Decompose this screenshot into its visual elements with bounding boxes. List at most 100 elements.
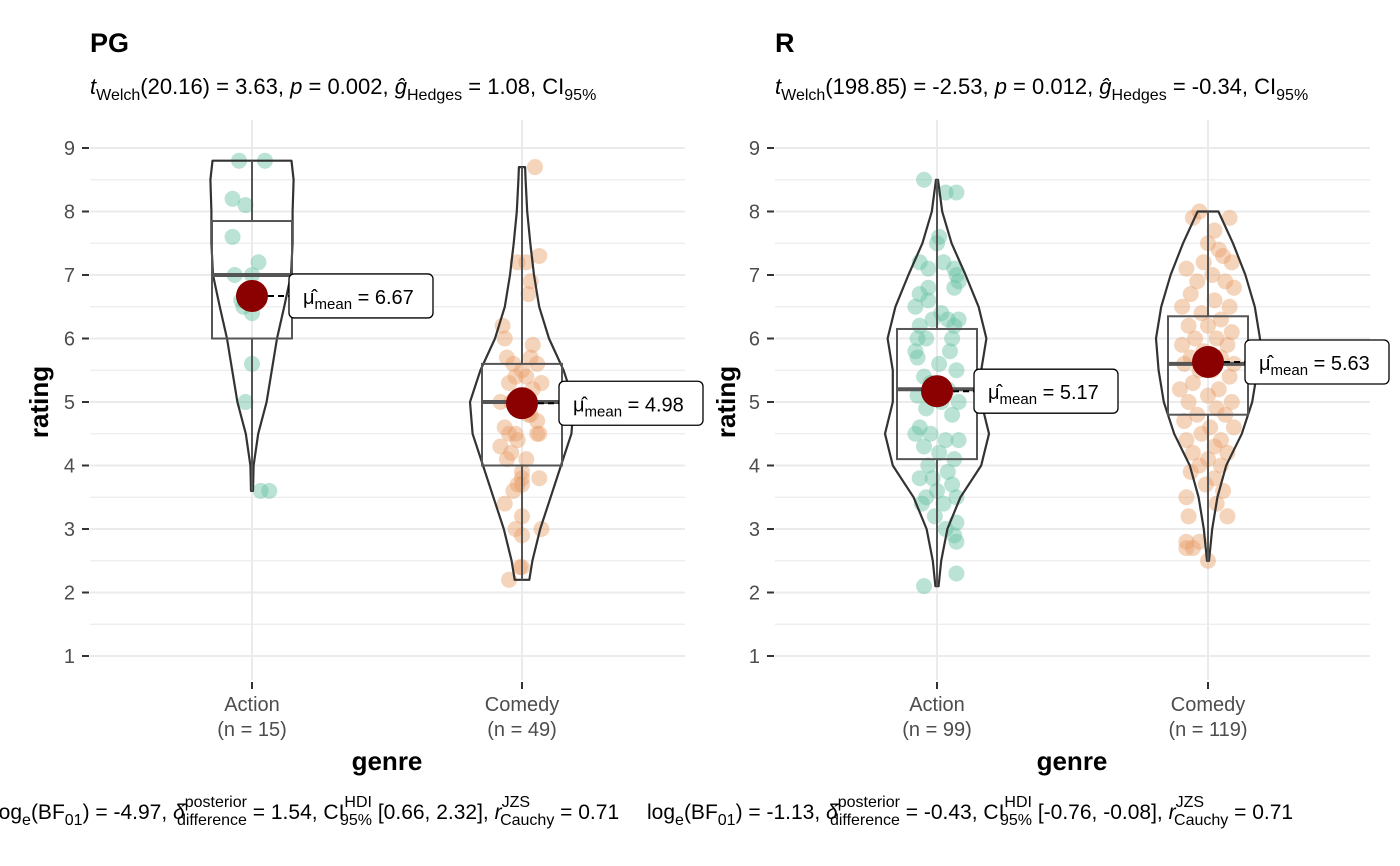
caption-r: loge(BF01) = -1.13, δ̂posterior differenc… — [647, 794, 1293, 829]
y-tick-label: 8 — [749, 202, 760, 224]
panel-subtitle: tWelch(20.16) = 3.63, p = 0.002, ĝHedges… — [90, 74, 596, 104]
data-point — [931, 444, 948, 461]
data-point — [1171, 381, 1188, 398]
violin-outline — [209, 159, 295, 492]
data-point — [1184, 540, 1201, 557]
data-point — [916, 438, 933, 455]
data-point — [937, 184, 954, 201]
data-point — [505, 482, 522, 499]
data-point — [524, 336, 541, 353]
data-point — [1193, 425, 1210, 442]
data-point — [950, 311, 967, 328]
y-tick-label: 2 — [749, 583, 760, 605]
data-point — [1174, 336, 1191, 353]
data-point — [1180, 394, 1197, 410]
data-point — [224, 228, 241, 245]
data-point — [920, 260, 937, 277]
data-point — [1202, 419, 1219, 436]
data-point — [944, 406, 961, 423]
data-point — [531, 425, 548, 442]
data-point — [496, 495, 513, 512]
y-tick-label: 3 — [749, 519, 760, 541]
mean-point — [921, 375, 953, 408]
data-point — [950, 394, 967, 410]
data-point — [948, 533, 965, 550]
data-point — [948, 362, 965, 379]
data-point — [909, 349, 926, 366]
data-point — [920, 457, 937, 474]
data-point — [1206, 470, 1223, 487]
data-point — [507, 368, 524, 385]
mean-point — [506, 387, 538, 420]
data-point — [1178, 489, 1195, 506]
mean-label-box — [1244, 339, 1390, 385]
data-point — [911, 286, 928, 303]
data-point — [935, 495, 952, 512]
data-point — [1180, 508, 1197, 525]
data-point — [946, 527, 963, 544]
data-point — [511, 559, 528, 576]
data-point — [1187, 330, 1204, 347]
x-axis-title: genre — [1037, 746, 1108, 776]
data-point — [920, 292, 937, 309]
data-point — [939, 311, 956, 328]
data-point — [907, 298, 924, 315]
y-axis-title: rating — [24, 366, 54, 438]
x-tick-label: Action — [909, 694, 965, 716]
mean-label-box — [288, 273, 434, 319]
data-point — [1223, 394, 1240, 410]
y-tick-label: 7 — [749, 265, 760, 287]
x-tick-count: (n = 99) — [902, 719, 971, 741]
data-point — [520, 286, 537, 303]
data-point — [492, 438, 509, 455]
data-point — [950, 273, 967, 290]
data-point — [1223, 324, 1240, 341]
data-point — [509, 432, 526, 449]
y-axis-title: rating — [711, 366, 741, 438]
data-point — [1221, 209, 1238, 226]
data-point — [503, 444, 520, 461]
data-point — [1178, 260, 1195, 277]
data-point — [1180, 317, 1197, 334]
y-tick-label: 7 — [64, 265, 75, 287]
data-point — [937, 432, 954, 449]
data-point — [931, 355, 948, 372]
data-point — [529, 413, 546, 430]
mean-label-box — [973, 368, 1119, 414]
violin-outline — [1154, 210, 1262, 562]
data-point — [911, 419, 928, 436]
data-point — [522, 349, 539, 366]
data-point — [926, 508, 943, 525]
data-point — [1219, 336, 1236, 353]
data-point — [514, 362, 530, 379]
mean-label: μ̂mean = 6.67 — [303, 287, 414, 313]
y-tick-label: 6 — [64, 329, 75, 351]
data-point — [1212, 432, 1229, 449]
mean-label-box — [558, 380, 704, 426]
data-point — [1217, 273, 1234, 290]
data-point — [948, 184, 965, 201]
data-point — [1206, 438, 1223, 455]
data-point — [1221, 368, 1238, 385]
data-point — [907, 343, 924, 360]
data-point — [946, 279, 963, 296]
data-point — [250, 254, 267, 271]
data-point — [1206, 292, 1223, 309]
panel-subtitle: tWelch(198.85) = -2.53, p = 0.012, ĝHedg… — [775, 74, 1308, 104]
y-tick-label: 1 — [749, 646, 760, 668]
x-tick-count: (n = 49) — [487, 719, 556, 741]
data-point — [1176, 413, 1193, 430]
data-point — [1210, 241, 1227, 258]
y-tick-label: 5 — [749, 392, 760, 414]
data-point — [531, 470, 548, 487]
data-point — [1210, 381, 1227, 398]
data-point — [1215, 247, 1232, 264]
mean-point — [1192, 345, 1224, 378]
data-point — [916, 171, 933, 188]
data-point — [935, 254, 952, 271]
plot-panel-1: 1 2 3 4 5 6 7 8 9 Action (n = 99) Comedy (n = 119) μ̂… — [749, 120, 1390, 741]
data-point — [261, 482, 278, 499]
data-point — [1184, 374, 1201, 391]
data-point — [1208, 400, 1225, 417]
data-point — [944, 330, 961, 347]
